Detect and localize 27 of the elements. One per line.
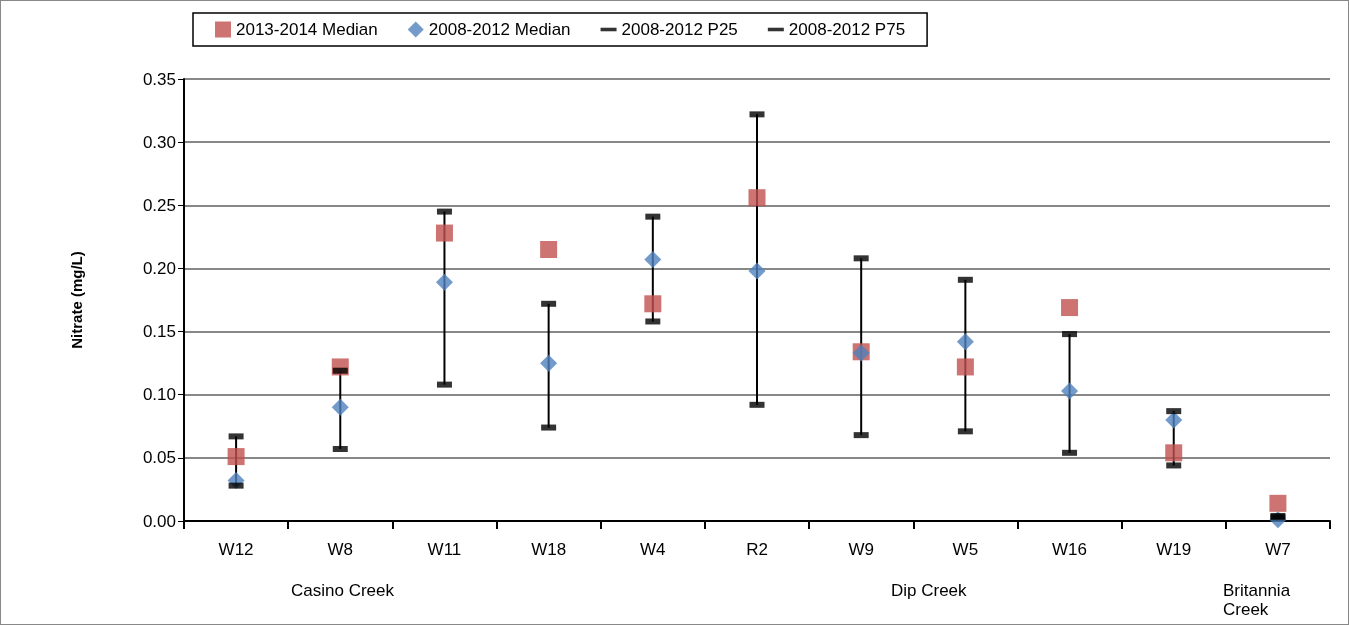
x-tick-label: R2 xyxy=(746,540,768,559)
x-tick-label: W16 xyxy=(1052,540,1088,559)
y-axis-title: Nitrate (mg/L) xyxy=(68,251,85,349)
y-tick-label: 0.35 xyxy=(142,69,176,89)
legend-label: 2008-2012 P25 xyxy=(621,20,738,39)
y-tick-label: 0.10 xyxy=(142,385,176,405)
x-tick-label: W18 xyxy=(531,540,567,559)
y-tick-label: 0.15 xyxy=(142,322,176,342)
y-tick-label: 0.25 xyxy=(142,195,176,215)
x-tick-label: W8 xyxy=(327,540,354,559)
legend-label: 2013-2014 Median xyxy=(236,20,378,39)
legend-label: 2008-2012 Median xyxy=(428,20,571,39)
x-tick-label: W11 xyxy=(427,540,462,559)
x-tick-label: W7 xyxy=(1265,540,1291,559)
x-tick-label: W19 xyxy=(1156,540,1192,559)
y-tick-label: 0.30 xyxy=(142,132,176,152)
x-tick-label: W9 xyxy=(848,540,874,559)
y-tick-label: 0.20 xyxy=(142,258,176,278)
y-tick-label: 0.00 xyxy=(142,511,176,531)
text: Dip Creek xyxy=(891,581,968,600)
text: Casino Creek xyxy=(291,581,395,600)
legend-label: 2008-2012 P75 xyxy=(788,20,906,39)
x-tick-label: W12 xyxy=(218,540,254,559)
text: Britannia Creek xyxy=(1223,581,1295,619)
x-tick-label: W4 xyxy=(640,540,666,559)
x-tick-label: W5 xyxy=(952,540,979,559)
y-tick-label: 0.05 xyxy=(142,448,176,468)
